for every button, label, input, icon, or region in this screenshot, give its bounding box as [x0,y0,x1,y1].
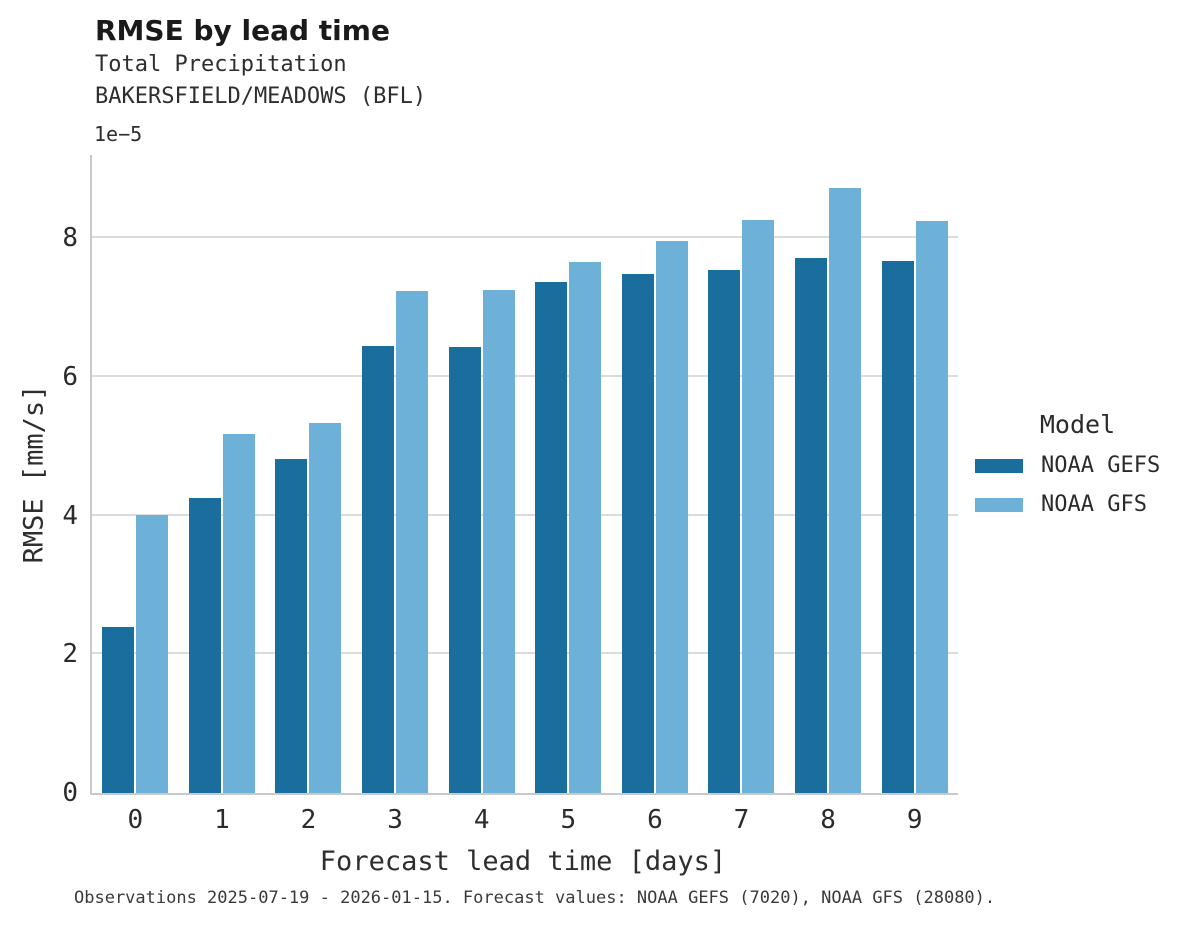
gridline [92,374,958,377]
bar-noaa-gfs [655,241,688,793]
chart-subtitle-station: BAKERSFIELD/MEADOWS (BFL) [95,84,427,109]
x-tick-label: 8 [820,805,836,835]
legend-label: NOAA GEFS [1041,453,1161,478]
bar-group [612,155,699,793]
gridline [92,652,958,655]
plot-area: 0 2 4 6 8 0 1 2 3 4 5 6 7 8 9 [62,155,958,833]
x-tick-label: 6 [647,805,663,835]
y-tick-label: 2 [62,639,78,670]
bar-noaa-gefs [188,497,221,793]
bar-noaa-gefs [621,273,654,793]
bar-noaa-gfs [569,261,602,793]
bar-group [352,155,439,793]
y-axis-offset-label: 1e−5 [94,122,143,146]
y-tick-label: 6 [62,361,78,392]
x-tick-label: 9 [906,805,923,835]
x-tick-label: 1 [214,805,230,835]
x-tick-label: 5 [560,805,577,835]
y-tick-label: 8 [62,223,78,254]
bar-noaa-gfs [915,220,948,793]
x-axis-label: Forecast lead time [days] [319,846,727,877]
bar-group [871,155,958,793]
x-tick-label: 0 [127,805,144,835]
bar-group [525,155,612,793]
bar-noaa-gfs [136,514,169,793]
x-tick-label: 3 [387,805,403,835]
bar-group [438,155,525,793]
bar-group [179,155,266,793]
bar-noaa-gefs [362,345,395,793]
chart-subtitle-variable: Total Precipitation [95,52,347,77]
gridline [92,513,958,516]
bar-group [265,155,352,793]
bar-group [92,155,179,793]
bar-noaa-gefs [708,270,741,793]
footer-note: Observations 2025-07-19 - 2026-01-15. Fo… [74,888,996,908]
bar-noaa-gfs [742,219,775,793]
bar-groups [92,155,958,793]
legend-entry: NOAA GEFS [975,453,1180,478]
x-tick-label: 2 [300,805,317,835]
legend-swatch [975,458,1023,473]
bar-noaa-gefs [275,458,308,793]
bar-noaa-gefs [881,261,914,793]
bar-noaa-gfs [829,187,862,793]
legend-entry: NOAA GFS [975,492,1180,517]
bar-noaa-gefs [795,257,828,793]
bar-group [785,155,872,793]
bar-group [698,155,785,793]
bar-noaa-gefs [448,347,481,793]
bar-noaa-gefs [102,626,135,793]
y-tick-label: 4 [62,500,78,531]
legend: Model NOAA GEFS NOAA GFS [975,410,1180,531]
legend-title: Model [1039,410,1116,439]
legend-label: NOAA GFS [1041,492,1147,517]
gridline [92,236,958,239]
x-tick-label: 7 [733,805,750,835]
bar-noaa-gfs [222,434,255,793]
bar-noaa-gfs [309,423,342,793]
bar-noaa-gfs [396,290,429,793]
bar-noaa-gfs [482,289,515,793]
y-axis-label: RMSE [mm/s] [18,384,50,564]
bar-noaa-gefs [535,281,568,793]
y-tick-label: 0 [62,778,78,808]
chart-title: RMSE by lead time [95,14,390,47]
legend-swatch [975,497,1023,512]
x-tick-label: 4 [473,805,490,835]
